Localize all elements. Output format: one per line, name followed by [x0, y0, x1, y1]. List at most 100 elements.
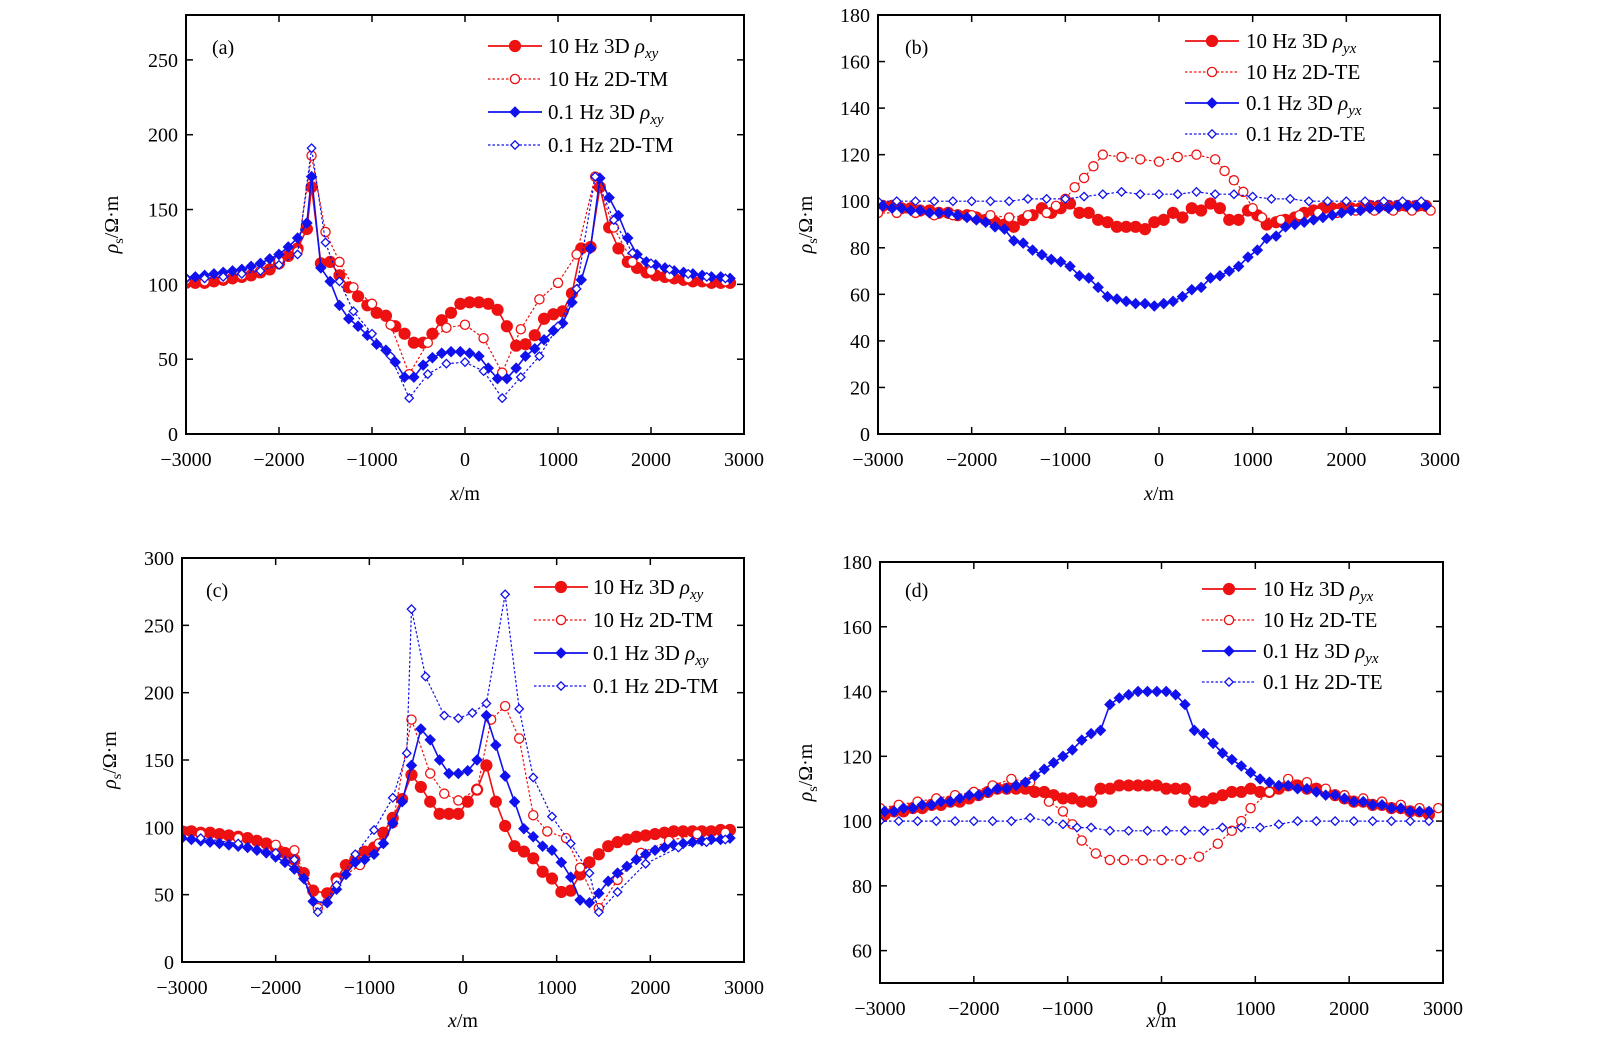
- data-point: [1160, 685, 1172, 698]
- data-point: [1090, 848, 1102, 859]
- data-point: [298, 872, 310, 885]
- x-axis-label: x/m: [447, 1010, 478, 1032]
- panel-label: (c): [206, 580, 228, 602]
- data-point: [1186, 283, 1198, 296]
- data-point: [966, 196, 977, 207]
- data-point: [1132, 685, 1144, 698]
- data-point: [542, 826, 553, 837]
- data-point: [233, 838, 244, 849]
- series-2: [878, 200, 1432, 312]
- data-point: [1006, 773, 1017, 785]
- legend-entry: 10 Hz 2D-TE: [1246, 60, 1360, 84]
- data-point: [985, 196, 996, 207]
- data-point: [320, 226, 331, 238]
- x-axis-label: x/m: [1145, 1010, 1176, 1032]
- data-point: [925, 799, 938, 811]
- data-point: [1169, 689, 1182, 701]
- data-point: [1066, 744, 1079, 756]
- data-point: [461, 795, 474, 808]
- data-point: [260, 847, 273, 859]
- data-point: [621, 232, 634, 244]
- data-point: [385, 351, 396, 362]
- data-point: [351, 290, 365, 303]
- data-point: [453, 713, 464, 724]
- data-point: [555, 856, 568, 869]
- data-point: [482, 297, 495, 310]
- data-point: [528, 342, 541, 355]
- data-point: [1212, 838, 1224, 849]
- data-point: [480, 759, 493, 772]
- data-point: [471, 754, 483, 766]
- data-point: [1075, 734, 1088, 746]
- data-point: [1178, 782, 1192, 795]
- data-point: [649, 844, 661, 856]
- data-point: [348, 282, 359, 293]
- data-point: [422, 369, 433, 380]
- data-point: [1273, 779, 1285, 792]
- y-tick-label: 300: [144, 548, 174, 570]
- series-3: [878, 186, 1427, 207]
- data-point: [574, 894, 586, 906]
- y-tick-label: 100: [144, 817, 174, 839]
- legend-entry: 10 Hz 2D-TM: [593, 608, 713, 632]
- data-point: [1395, 802, 1407, 814]
- data-point: [1167, 295, 1179, 308]
- legend-entry: 0.1 Hz 2D-TE: [1246, 122, 1366, 146]
- x-tick-label: 3000: [1423, 998, 1463, 1020]
- data-point: [514, 703, 525, 714]
- data-point: [1045, 253, 1058, 266]
- data-point: [1111, 293, 1123, 305]
- data-point: [1256, 212, 1268, 223]
- data-point: [515, 323, 527, 335]
- data-point: [1359, 196, 1371, 207]
- data-point: [439, 788, 450, 799]
- data-point: [1082, 206, 1095, 219]
- data-point: [1038, 763, 1050, 776]
- data-point: [1104, 825, 1116, 836]
- panel-d: −3000 −2000 −1000 0 1000 2000 3000 60 80 100 120 14…: [795, 552, 1463, 1032]
- data-point: [658, 841, 671, 854]
- data-point: [989, 221, 1001, 233]
- data-point: [208, 268, 220, 280]
- data-point: [886, 202, 898, 214]
- data-point: [538, 333, 550, 346]
- data-point: [1104, 854, 1116, 866]
- x-tick-label: −2000: [253, 449, 304, 471]
- data-point: [910, 196, 921, 207]
- data-point: [1207, 737, 1219, 750]
- legend-entry: 0.1 Hz 3D ρxy: [593, 641, 709, 669]
- data-point: [499, 770, 511, 782]
- data-point: [1057, 819, 1069, 830]
- data-point: [1373, 202, 1385, 214]
- data-point: [1004, 196, 1015, 207]
- data-point: [645, 258, 657, 269]
- data-point: [1307, 214, 1320, 226]
- data-point: [528, 772, 539, 783]
- data-point: [1270, 230, 1282, 242]
- data-point: [1228, 189, 1240, 200]
- data-point: [1157, 213, 1170, 226]
- legend-marker: [509, 106, 521, 118]
- x-tick-label: −3000: [854, 998, 905, 1020]
- data-point: [1041, 193, 1052, 205]
- data-point: [301, 217, 313, 229]
- data-point: [583, 896, 596, 909]
- data-point: [1232, 213, 1245, 226]
- data-point: [1204, 272, 1217, 284]
- y-tick-label: 150: [144, 750, 174, 772]
- y-tick-label: 140: [840, 98, 870, 120]
- y-tick-label: 0: [164, 952, 174, 974]
- data-point: [1348, 795, 1360, 808]
- data-point: [241, 841, 254, 854]
- data-point: [914, 204, 926, 217]
- data-point: [1326, 209, 1339, 221]
- data-point: [593, 887, 605, 900]
- plot-frame: [181, 557, 745, 963]
- data-point: [340, 868, 352, 881]
- data-point: [426, 351, 439, 364]
- data-point: [931, 815, 942, 827]
- data-point: [307, 895, 319, 908]
- data-point: [204, 836, 216, 848]
- data-point: [444, 306, 458, 319]
- x-tick-label: 1000: [538, 449, 578, 471]
